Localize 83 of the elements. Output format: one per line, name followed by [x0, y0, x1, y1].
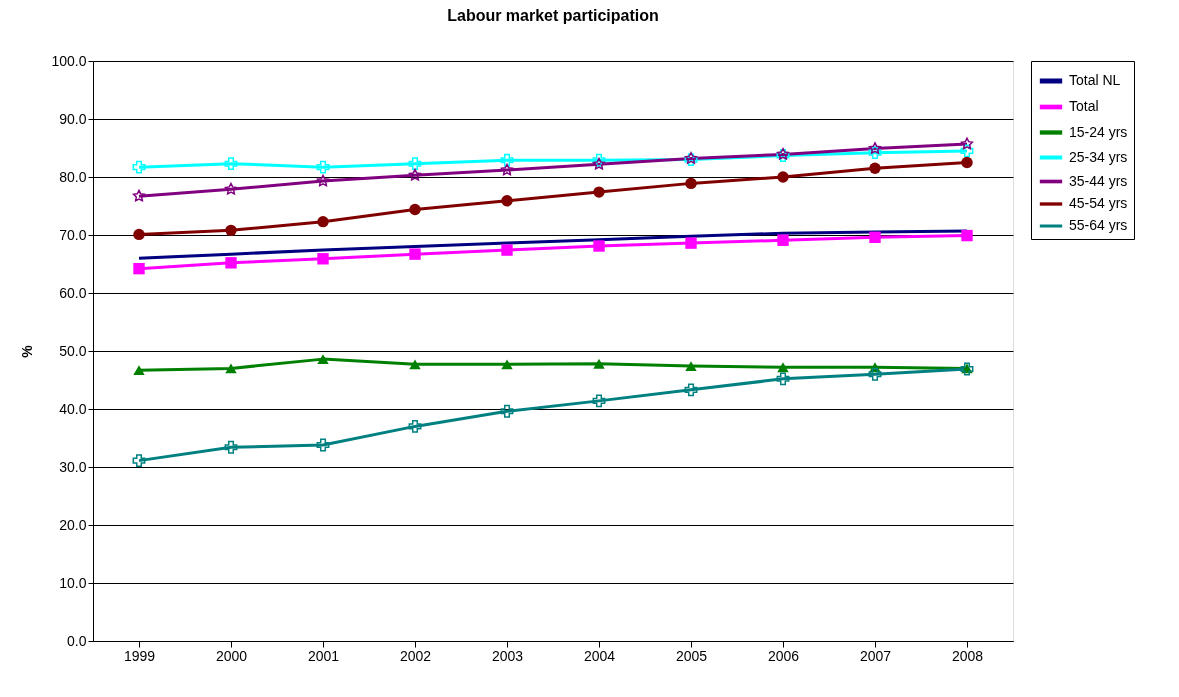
- point: [961, 156, 973, 169]
- x-tick-label: 2007: [859, 647, 892, 664]
- point: [132, 454, 146, 468]
- y-tick-label: 20.0: [59, 516, 87, 533]
- point: [317, 253, 329, 265]
- point: [316, 174, 330, 187]
- point: [501, 195, 513, 207]
- point: [225, 224, 237, 237]
- x-tick-label: 2005: [675, 647, 708, 664]
- point: [133, 228, 145, 241]
- point: [317, 215, 329, 228]
- y-tick-label: 70.0: [59, 226, 87, 243]
- y-tick-label: 100.0: [51, 52, 87, 69]
- point: [316, 160, 330, 174]
- point: [593, 186, 605, 198]
- point: [592, 394, 606, 408]
- legend-label: 35-44 yrs: [1069, 172, 1128, 189]
- x-tick-label: 1999: [123, 647, 156, 664]
- point: [225, 257, 237, 269]
- y-axis-title: %: [19, 344, 36, 358]
- point: [685, 361, 697, 372]
- legend-label: Total: [1069, 98, 1099, 114]
- point: [501, 359, 513, 370]
- point: [501, 244, 513, 256]
- point: [593, 358, 605, 369]
- point: [317, 354, 329, 365]
- y-tick-label: 60.0: [59, 284, 87, 301]
- y-tick-label: 90.0: [59, 110, 87, 127]
- point: [132, 160, 146, 174]
- point: [500, 404, 514, 418]
- point: [777, 234, 789, 246]
- point: [960, 137, 974, 150]
- point: [592, 153, 606, 167]
- point: [777, 171, 789, 183]
- point: [133, 262, 145, 275]
- x-tick-label: 2002: [399, 647, 432, 664]
- point: [961, 229, 973, 242]
- point: [500, 163, 514, 176]
- legend-label: 45-54 yrs: [1069, 195, 1128, 211]
- point: [224, 440, 238, 454]
- point: [316, 438, 330, 452]
- point: [409, 248, 421, 260]
- x-tick-label: 2003: [491, 647, 524, 664]
- point: [409, 359, 421, 370]
- legend-label: 55-64 yrs: [1069, 217, 1128, 233]
- point: [133, 365, 145, 376]
- point: [869, 162, 881, 174]
- point: [224, 182, 238, 195]
- legend-label: 25-34 yrs: [1069, 148, 1128, 165]
- chart-title: Labour market participation: [447, 7, 659, 24]
- point: [593, 240, 605, 252]
- point: [408, 419, 422, 433]
- point: [408, 157, 422, 171]
- point: [868, 146, 882, 160]
- x-tick-label: 2006: [767, 647, 800, 664]
- point: [132, 189, 146, 202]
- y-tick-label: 30.0: [59, 458, 87, 475]
- y-tick-label: 50.0: [59, 342, 87, 359]
- point: [500, 153, 514, 167]
- point: [868, 142, 882, 154]
- y-tick-label: 40.0: [59, 400, 87, 417]
- point: [868, 367, 882, 381]
- y-tick-label: 0.0: [67, 632, 87, 649]
- point: [592, 157, 606, 170]
- point: [685, 237, 697, 249]
- point: [777, 362, 789, 373]
- point: [409, 203, 421, 216]
- point: [684, 383, 698, 397]
- x-tick-label: 2004: [583, 647, 616, 664]
- x-tick-label: 2008: [951, 647, 984, 664]
- point: [776, 372, 790, 386]
- y-tick-label: 10.0: [59, 574, 87, 591]
- point: [685, 177, 697, 190]
- x-tick-label: 2001: [307, 647, 340, 664]
- point: [408, 168, 422, 181]
- point: [869, 231, 881, 244]
- legend-label: Total NL: [1069, 72, 1121, 88]
- point: [225, 363, 237, 374]
- point: [224, 157, 238, 171]
- y-tick-label: 80.0: [59, 168, 87, 185]
- legend-label: 15-24 yrs: [1069, 123, 1128, 140]
- point: [960, 144, 974, 158]
- x-tick-label: 2000: [215, 647, 248, 664]
